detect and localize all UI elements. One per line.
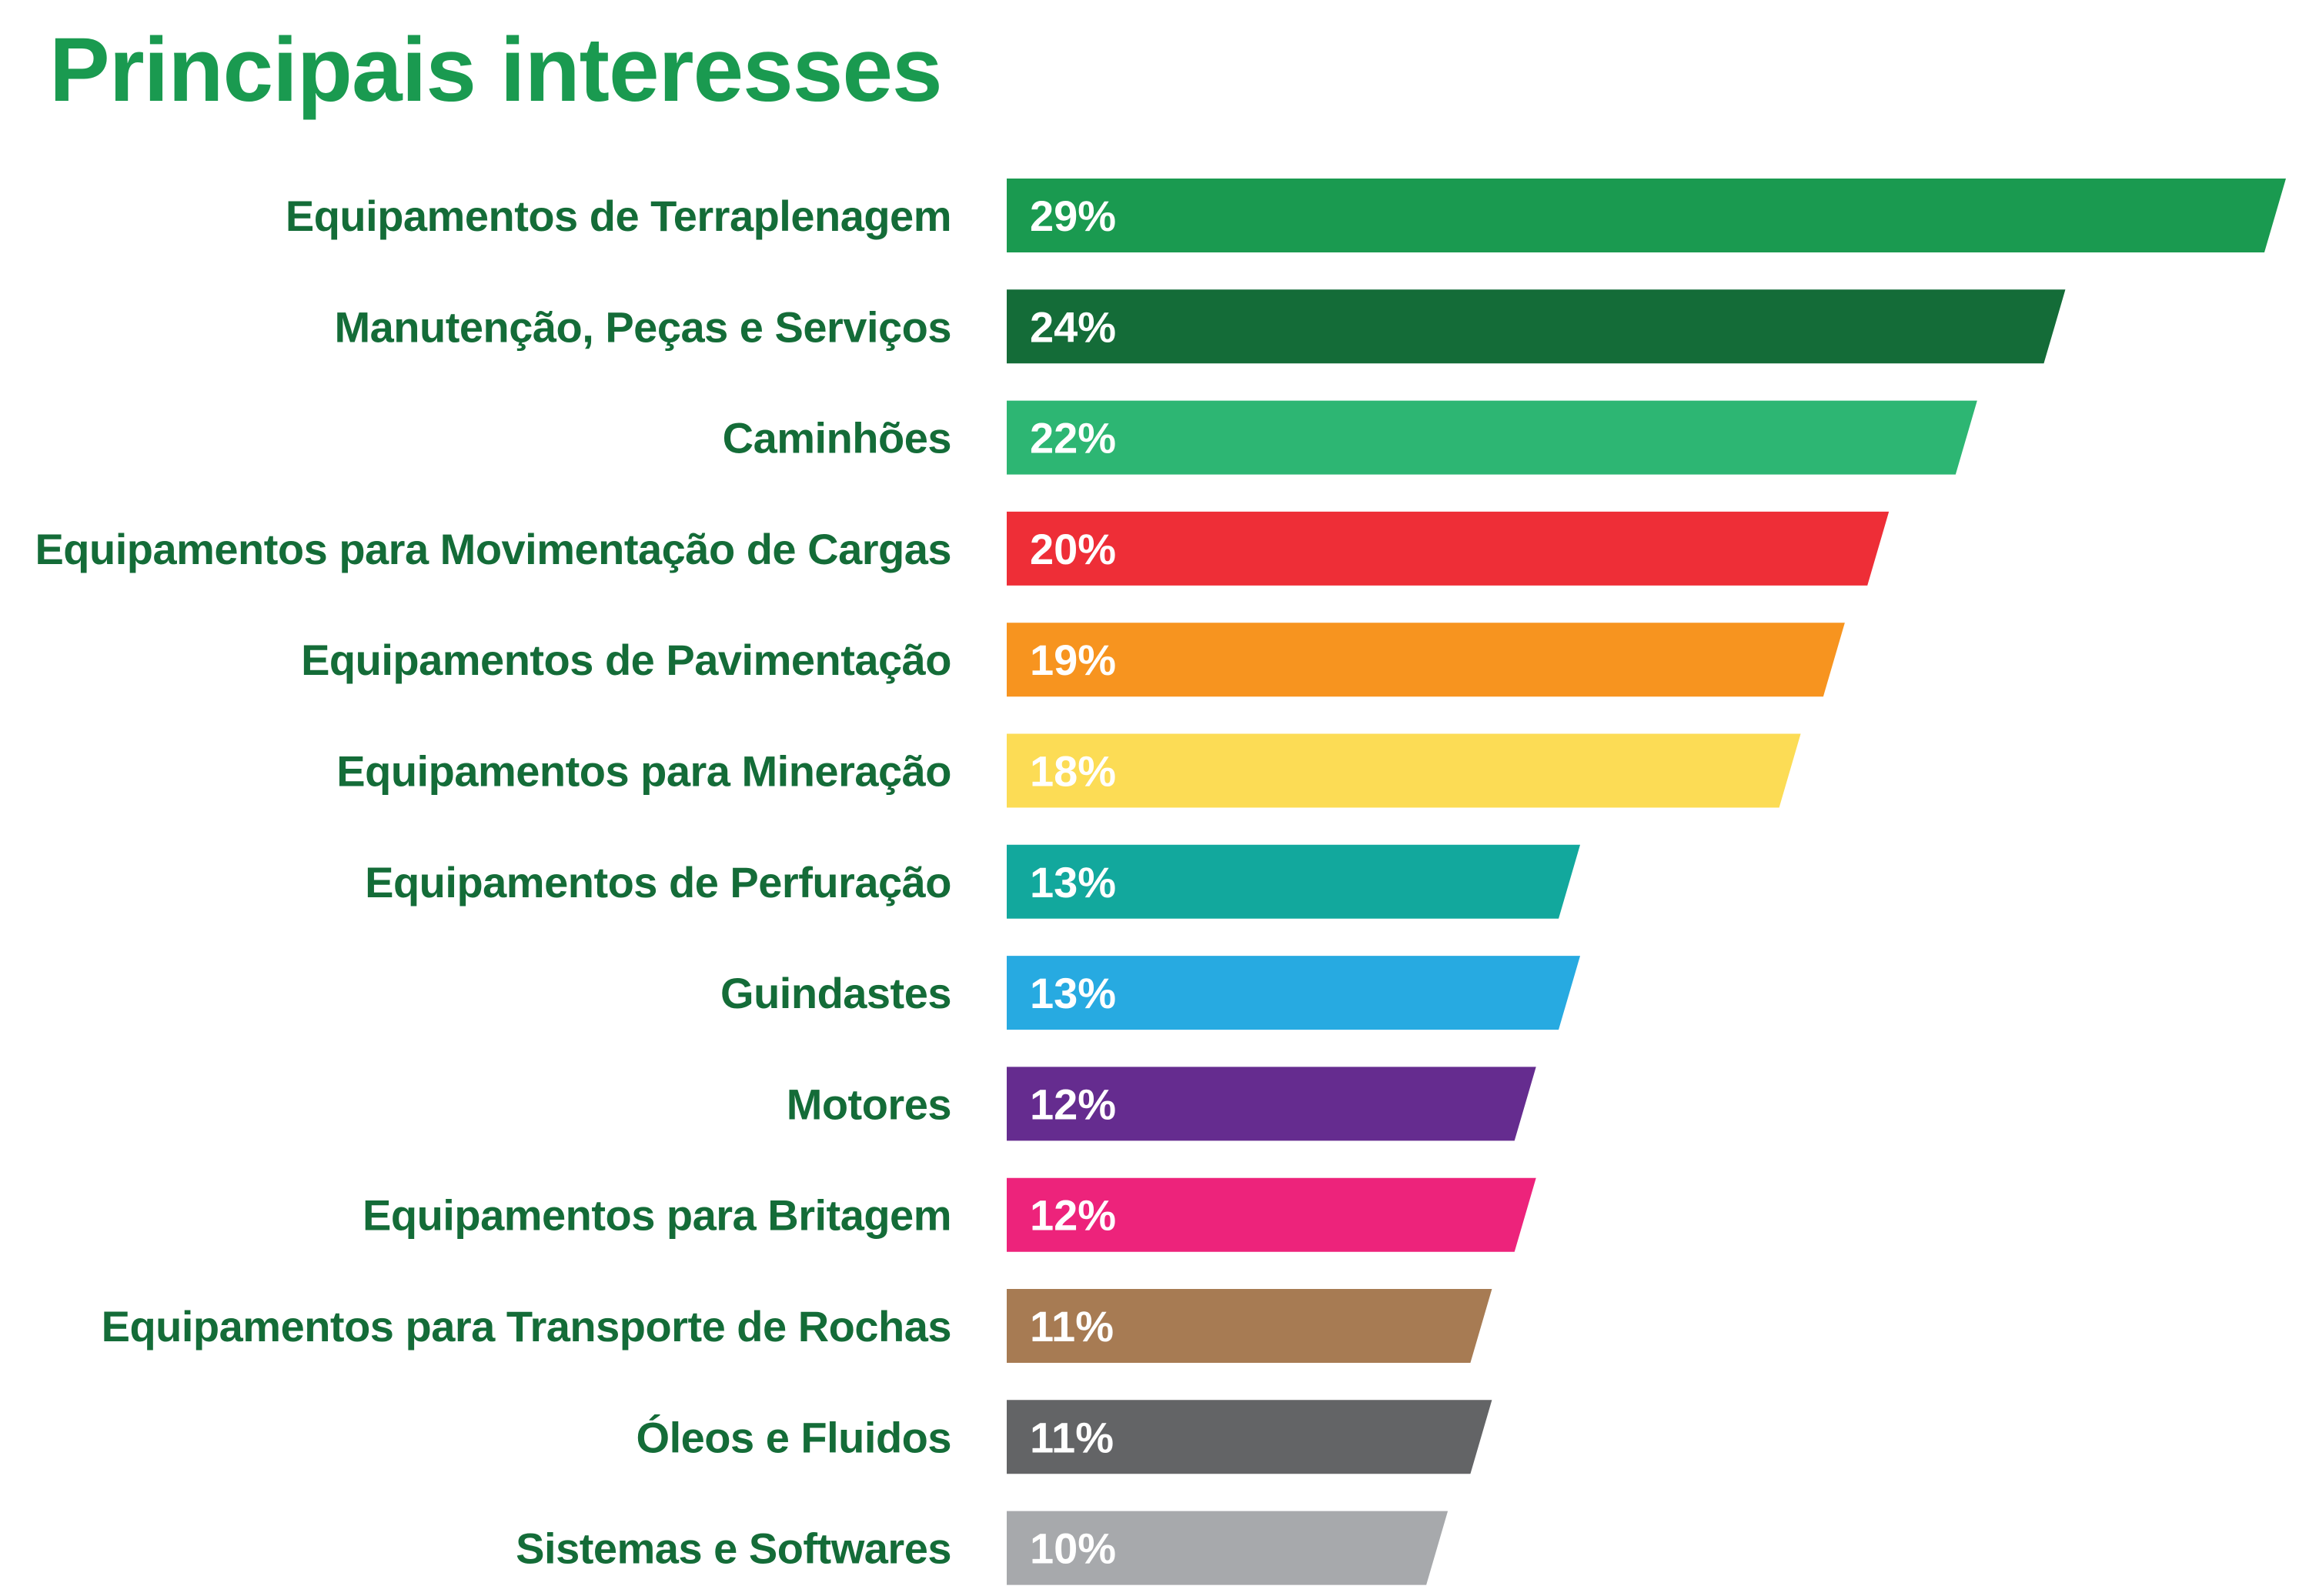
category-label: Equipamentos de Terraplenagem [286,192,951,240]
bar [1007,511,1890,586]
category-label: Sistemas e Softwares [516,1524,951,1573]
bar [1007,179,2286,252]
category-label: Equipamentos para Movimentação de Cargas [35,525,951,573]
value-label: 20% [1030,525,1116,573]
bar [1007,289,2066,364]
value-label: 13% [1030,858,1116,907]
chart-title: Principais interesses [49,19,943,121]
value-label: 22% [1030,414,1116,462]
value-label: 18% [1030,747,1116,796]
bar [1007,1289,1492,1363]
category-label: Óleos e Fluidos [637,1413,951,1461]
bar [1007,1067,1536,1141]
value-label: 12% [1030,1191,1116,1240]
value-label: 11% [1030,1302,1114,1351]
category-label: Equipamentos de Pavimentação [301,636,951,684]
category-label: Manutenção, Peças e Serviços [335,302,952,351]
bar [1007,733,1801,808]
category-label: Motores [787,1080,951,1128]
category-label: Equipamentos de Perfuração [365,858,951,907]
bar [1007,956,1581,1030]
value-label: 10% [1030,1524,1116,1573]
value-label: 29% [1030,192,1116,240]
bar [1007,1400,1492,1474]
value-label: 19% [1030,636,1116,684]
value-label: 11% [1030,1413,1114,1461]
value-labels-group: 29% 24% 22% 20% 19% 18% 13% 13% 12% 12% 11% 11% 10% [1030,192,1116,1573]
category-label: Equipamentos para Transporte de Rochas [102,1302,951,1351]
bar [1007,844,1581,919]
bar [1007,1177,1536,1252]
category-label: Equipamentos para Britagem [363,1191,951,1240]
category-labels-group: Equipamentos de Terraplenagem Manutenção,… [35,192,951,1573]
category-label: Guindastes [720,969,951,1017]
value-label: 13% [1030,969,1116,1017]
value-label: 12% [1030,1080,1116,1128]
bar [1007,400,1977,475]
value-label: 24% [1030,302,1116,351]
bar [1007,623,1845,697]
bars-group [1007,179,2286,1585]
bar [1007,1511,1449,1585]
category-label: Caminhões [723,414,951,462]
category-label: Equipamentos para Mineração [336,747,951,796]
